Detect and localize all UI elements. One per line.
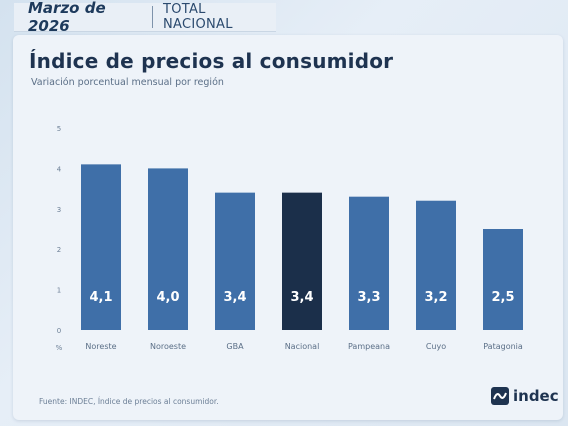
bar-value-label: 4,0	[156, 290, 179, 305]
chart-subtitle: Variación porcentual mensual por región	[31, 77, 224, 88]
y-tick-label: 2	[57, 246, 61, 254]
x-category-label: Pampeana	[348, 342, 390, 351]
y-unit-label: %	[56, 344, 63, 352]
x-category-label: Nacional	[285, 342, 320, 351]
indec-logo-icon	[491, 387, 509, 405]
x-category-label: Patagonia	[483, 342, 523, 351]
logo-text: indec	[513, 387, 559, 405]
x-category-label: Noroeste	[150, 342, 186, 351]
bar-value-label: 2,5	[491, 290, 514, 305]
chart-title: Índice de precios al consumidor	[29, 49, 394, 73]
x-category-label: Noreste	[85, 342, 116, 351]
y-tick-label: 4	[57, 165, 62, 173]
header-scope: TOTAL NACIONAL	[162, 2, 233, 32]
bar	[349, 196, 389, 330]
bar-value-label: 4,1	[89, 290, 112, 305]
bar-value-label: 3,4	[223, 290, 246, 305]
bar-value-label: 3,3	[357, 290, 380, 305]
bar	[282, 192, 322, 330]
source-note: Fuente: INDEC, Índice de precios al cons…	[39, 397, 219, 406]
y-tick-label: 5	[57, 125, 61, 133]
bar	[416, 200, 456, 330]
x-category-label: Cuyo	[426, 342, 446, 351]
chart-card: Índice de precios al consumidor Variació…	[13, 35, 563, 420]
bar	[81, 164, 121, 330]
bar-value-label: 3,4	[290, 290, 313, 305]
bar	[483, 229, 523, 330]
header-date: Marzo de 2026	[28, 0, 106, 35]
bar	[148, 168, 188, 330]
bar-chart: 0 1 2 3 4 5% 4,1 Noreste 4,0 Noroeste 3,4 GBA 3,4 Nac…	[56, 125, 523, 352]
y-tick-label: 3	[57, 206, 61, 214]
bar-value-label: 3,2	[424, 290, 447, 305]
header-bar: Marzo de 2026 TOTAL NACIONAL	[14, 0, 276, 35]
header-divider	[151, 6, 153, 28]
y-tick-label: 0	[57, 327, 61, 335]
bar	[215, 192, 255, 330]
indec-logo: indec	[491, 387, 559, 405]
x-category-label: GBA	[226, 342, 244, 351]
y-tick-label: 1	[57, 287, 61, 295]
